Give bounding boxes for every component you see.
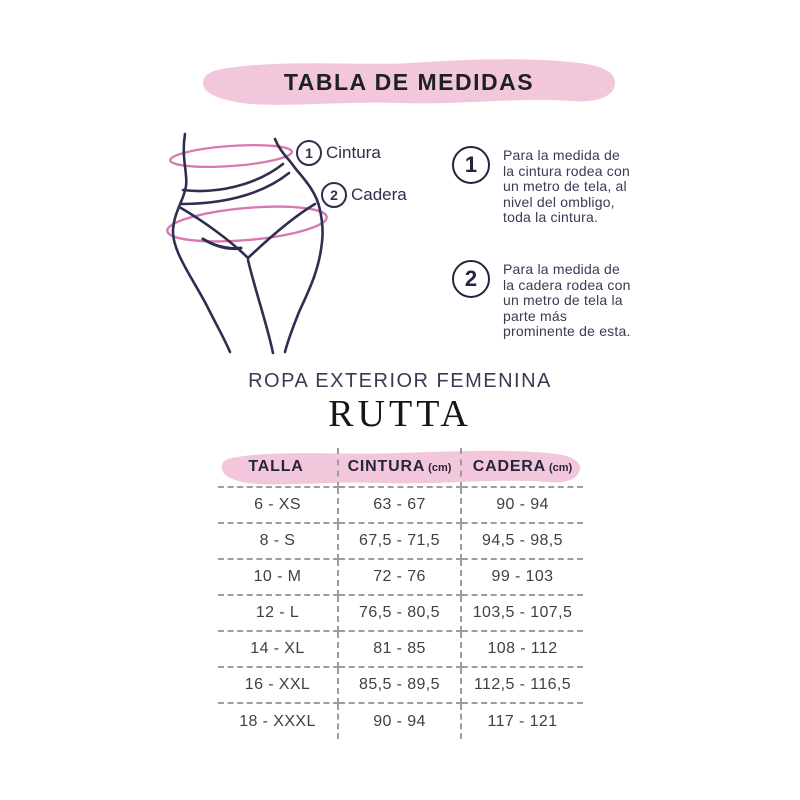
- title-banner: TABLA DE MEDIDAS: [200, 56, 618, 108]
- size-table: TALLA CINTURA (cm) CADERA (cm) 6 - XS 63 -…: [218, 448, 583, 739]
- cell-cintura: 90 - 94: [338, 703, 462, 739]
- circled-number-1: 1: [296, 140, 322, 166]
- table-header-row: TALLA CINTURA (cm) CADERA (cm): [218, 448, 583, 488]
- cell-cadera: 103,5 - 107,5: [461, 595, 583, 632]
- table-row: 18 - XXXL 90 - 94 117 - 121: [218, 703, 583, 739]
- cell-talla: 16 - XXL: [218, 667, 339, 704]
- brand-logo: RUTTA: [328, 393, 472, 435]
- cell-cintura: 76,5 - 80,5: [338, 595, 462, 632]
- cell-cintura: 85,5 - 89,5: [338, 667, 462, 704]
- body-outline: [171, 132, 324, 355]
- instruction-1-text: Para la medida de la cintura rodea con u…: [503, 147, 630, 225]
- instruction-hip: 2 Para la medida de la cadera rodea con …: [452, 260, 635, 340]
- instruction-1-number: 1: [452, 146, 490, 184]
- cell-cadera: 112,5 - 116,5: [461, 667, 583, 704]
- cell-talla: 8 - S: [218, 523, 339, 560]
- column-header-cadera: CADERA (cm): [461, 448, 583, 488]
- cell-cintura: 81 - 85: [338, 631, 462, 668]
- hip-measure-ellipse: [166, 205, 328, 243]
- cell-cadera: 99 - 103: [461, 559, 583, 596]
- page-title: TABLA DE MEDIDAS: [283, 69, 535, 95]
- unit-label: (cm): [428, 462, 452, 474]
- cell-cadera: 108 - 112: [461, 631, 583, 668]
- instruction-2-text: Para la medida de la cadera rodea con un…: [503, 261, 631, 339]
- cell-cadera: 90 - 94: [461, 487, 583, 524]
- table-row: 12 - L 76,5 - 80,5 103,5 - 107,5: [218, 595, 583, 632]
- table-row: 10 - M 72 - 76 99 - 103: [218, 559, 583, 596]
- waist-label: 1 Cintura: [296, 140, 381, 166]
- cell-talla: 18 - XXXL: [218, 703, 339, 739]
- table-row: 16 - XXL 85,5 - 89,5 112,5 - 116,5: [218, 667, 583, 704]
- cell-cadera: 117 - 121: [487, 712, 558, 730]
- pink-blob-shape: [202, 59, 616, 105]
- unit-label: (cm): [549, 462, 573, 474]
- table-row: 6 - XS 63 - 67 90 - 94: [218, 487, 583, 524]
- cell-talla: 14 - XL: [218, 631, 339, 668]
- column-header-cintura: CINTURA (cm): [338, 448, 462, 488]
- cell-cintura: 63 - 67: [338, 487, 462, 524]
- cell-cadera: 94,5 - 98,5: [461, 523, 583, 560]
- waist-measure-ellipse: [168, 144, 294, 168]
- instruction-2-number: 2: [452, 260, 490, 298]
- cell-talla: 12 - L: [218, 595, 339, 632]
- hip-label-text: Cadera: [351, 185, 407, 204]
- body-measurement-figure: [166, 132, 328, 355]
- column-header-talla: TALLA: [218, 448, 339, 488]
- instruction-waist: 1 Para la medida de la cintura rodea con…: [452, 146, 635, 226]
- waist-label-text: Cintura: [326, 143, 381, 162]
- hip-label: 2 Cadera: [321, 182, 407, 208]
- table-row: 14 - XL 81 - 85 108 - 112: [218, 631, 583, 668]
- cell-talla: 10 - M: [218, 559, 339, 596]
- section-subtitle: ROPA EXTERIOR FEMENINA: [248, 370, 552, 392]
- cell-cintura: 67,5 - 71,5: [338, 523, 462, 560]
- cell-talla: 6 - XS: [218, 487, 339, 524]
- circled-number-2: 2: [321, 182, 347, 208]
- cell-cintura: 72 - 76: [338, 559, 462, 596]
- table-row: 8 - S 67,5 - 71,5 94,5 - 98,5: [218, 523, 583, 560]
